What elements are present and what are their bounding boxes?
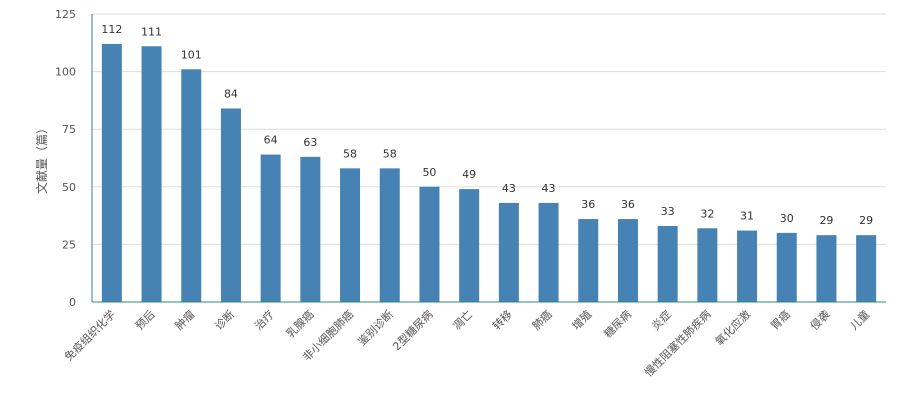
y-tick-label: 100 — [55, 66, 76, 79]
bar — [181, 69, 202, 303]
bar — [538, 202, 559, 302]
y-tick-label: 125 — [55, 8, 76, 21]
x-tick-label: 慢性阻塞性肺疾病 — [641, 307, 713, 379]
data-label: 30 — [780, 212, 794, 225]
x-tick-label: 预后 — [133, 308, 158, 333]
x-tick-label: 炎症 — [648, 307, 673, 332]
x-tick-label: 鉴别诊断 — [355, 307, 396, 348]
x-tick-label: 氧化应激 — [712, 307, 753, 348]
x-tick-label: 肿瘤 — [172, 307, 197, 332]
data-label: 33 — [661, 205, 675, 218]
x-tick-label: 2型糖尿病 — [390, 307, 436, 353]
data-label: 84 — [224, 87, 238, 100]
grid-lines — [92, 13, 886, 245]
data-label: 36 — [621, 198, 635, 211]
data-label: 64 — [264, 134, 278, 147]
bar — [260, 154, 281, 302]
x-tick-label: 治疗 — [251, 307, 276, 332]
bar — [379, 168, 400, 302]
x-tick-label: 肺癌 — [529, 307, 554, 332]
bar — [697, 228, 718, 302]
y-tick-label: 75 — [62, 123, 76, 136]
data-label: 111 — [141, 25, 162, 38]
bar — [776, 232, 797, 302]
x-tick-label: 胃癌 — [767, 307, 792, 332]
x-tick-label: 乳腺癌 — [283, 307, 316, 340]
bar — [340, 168, 361, 302]
data-label: 112 — [101, 23, 122, 36]
data-label: 58 — [343, 147, 357, 160]
x-tick-label: 糖尿病 — [601, 307, 634, 340]
x-tick-label: 转移 — [490, 307, 515, 332]
y-tick-label: 0 — [69, 296, 76, 309]
data-label: 43 — [502, 182, 516, 195]
data-label: 31 — [740, 210, 754, 223]
bar — [101, 43, 122, 303]
bar — [737, 230, 758, 302]
data-label: 50 — [422, 166, 436, 179]
bars — [101, 43, 877, 303]
bar — [617, 219, 638, 302]
x-tick-label: 儿童 — [847, 307, 872, 332]
bar — [300, 156, 321, 302]
data-label: 58 — [383, 147, 397, 160]
bar — [856, 235, 877, 302]
y-axis-ticks: 0 25 50 75 100 125 — [55, 8, 76, 309]
data-label: 49 — [462, 168, 476, 181]
x-tick-label: 侵袭 — [807, 307, 832, 332]
bar — [419, 186, 440, 302]
bar — [459, 189, 480, 302]
bar — [141, 46, 162, 303]
x-tick-label: 免疫组织化学 — [61, 307, 118, 364]
data-label: 101 — [181, 48, 202, 61]
data-label: 29 — [859, 214, 873, 227]
data-label: 63 — [303, 136, 317, 149]
y-tick-label: 50 — [62, 181, 76, 194]
x-tick-label: 诊断 — [212, 307, 237, 332]
bar — [578, 219, 599, 302]
data-label: 43 — [542, 182, 556, 195]
x-tick-label: 凋亡 — [450, 307, 475, 332]
value-labels: 112 111 101 84 64 63 58 58 50 49 43 43 36 36 33 32 31 30 2… — [101, 23, 873, 227]
y-tick-label: 25 — [62, 238, 76, 251]
data-label: 29 — [819, 214, 833, 227]
data-label: 36 — [581, 198, 595, 211]
bar — [498, 202, 519, 302]
bar — [816, 235, 837, 302]
bar — [657, 225, 678, 302]
y-axis-label: 文献量（篇） — [34, 122, 49, 194]
bar — [220, 108, 241, 303]
x-tick-label: 增殖 — [569, 307, 594, 332]
data-label: 32 — [700, 207, 714, 220]
